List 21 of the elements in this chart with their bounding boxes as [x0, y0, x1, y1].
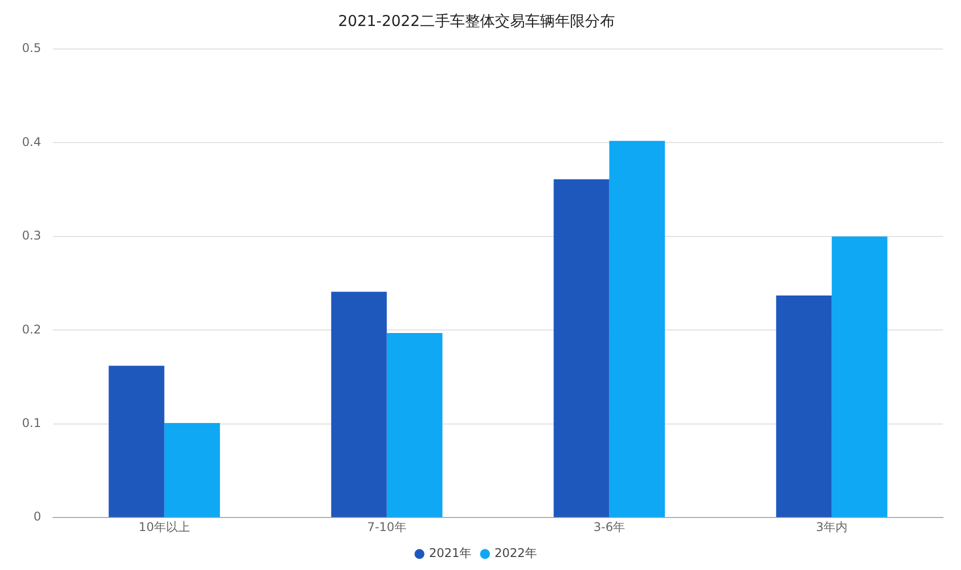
- bar: [331, 292, 387, 518]
- y-tick-label: 0.1: [22, 416, 42, 430]
- bar: [832, 236, 888, 518]
- y-tick-label: 0: [33, 510, 42, 524]
- x-tick-label: 10年以上: [138, 520, 190, 534]
- bar: [108, 366, 164, 518]
- legend-label: 2022年: [494, 546, 538, 560]
- bar: [609, 140, 665, 518]
- bar: [386, 332, 442, 518]
- y-tick-label: 0.4: [22, 134, 42, 149]
- x-tick-label: 3-6年: [593, 520, 626, 534]
- bar: [164, 422, 220, 518]
- y-tick-label: 0.5: [22, 41, 42, 56]
- legend-label: 2021年: [428, 546, 472, 560]
- y-tick-label: 0.3: [22, 228, 42, 243]
- bar: [776, 295, 832, 518]
- bar: [554, 179, 610, 518]
- chart-title: 2021-2022二手车整体交易车辆年限分布: [338, 12, 615, 30]
- y-tick-label: 0.2: [22, 322, 42, 336]
- x-tick-label: 3年内: [816, 520, 848, 534]
- x-tick-label: 7-10年: [367, 520, 406, 534]
